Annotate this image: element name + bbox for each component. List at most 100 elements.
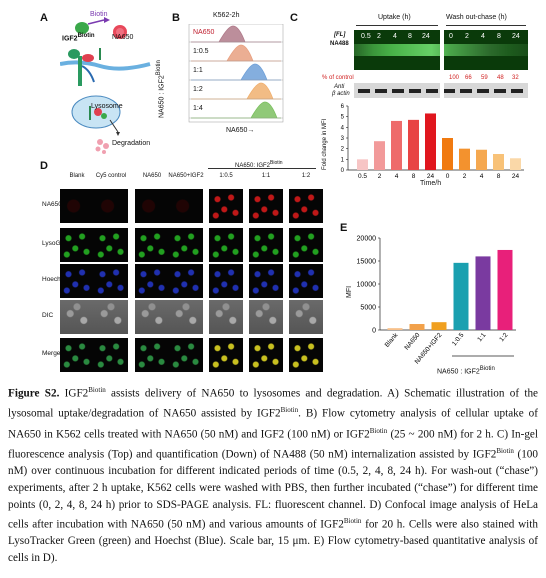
panel-c-xlabel: Time/h — [420, 180, 442, 187]
histogram-label-2: 1:0.5 — [193, 48, 209, 55]
e-ytick-0: 0 — [372, 328, 376, 335]
panel-d-label: D — [40, 160, 48, 172]
micrograph-5-7 — [289, 338, 323, 372]
histogram-label-5: 1:4 — [193, 105, 203, 112]
c-ytick-5: 5 — [341, 115, 345, 121]
micrograph-2-1 — [60, 228, 94, 262]
histogram-4 — [191, 82, 281, 100]
micrograph-5-4 — [169, 338, 203, 372]
na650-label: NA650 — [112, 34, 134, 41]
micrograph-2-6 — [249, 228, 283, 262]
micrograph-5-3 — [135, 338, 169, 372]
panel-b-label: B — [172, 12, 180, 24]
d-col-label-2: Cy5 control — [95, 173, 127, 179]
c-ytick-1: 1 — [341, 157, 345, 163]
micrograph-2-5 — [209, 228, 243, 262]
panel-b-title: K562-2h — [213, 12, 240, 19]
e-xtick-2: NA650 — [403, 331, 421, 351]
micrograph-1-5 — [209, 189, 243, 223]
washout-header: Wash out-chase (h) — [446, 14, 507, 21]
anti-label: Anti — [334, 84, 345, 90]
e-ytick-1: 5000 — [360, 305, 376, 312]
pct-label: % of control — [322, 75, 354, 81]
c-ytick-4: 4 — [341, 125, 345, 131]
e-bar-3 — [431, 322, 447, 330]
micrograph-4-3 — [135, 300, 169, 334]
gel-lane-label-1: 0.5 — [361, 33, 371, 40]
na650-star-icon — [113, 25, 127, 39]
panel-b-xlabel: NA650→ — [226, 127, 255, 134]
panel-a-label: A — [40, 12, 48, 24]
c-xtick-1: 0.5 — [358, 173, 367, 180]
figure-caption: Figure S2. IGF2Biotin assists delivery o… — [8, 386, 539, 565]
c-xtick-7: 2 — [463, 173, 467, 180]
c-ytick-0: 0 — [341, 168, 345, 174]
c-bar-10 — [510, 158, 521, 170]
c-xtick-4: 8 — [412, 173, 416, 180]
c-bar-7 — [459, 148, 470, 170]
micrograph-1-4 — [169, 189, 203, 223]
membrane-icon — [60, 60, 151, 71]
d-col-label-7: 1:2 — [301, 173, 311, 179]
micrograph-4-4 — [169, 300, 203, 334]
histogram-2 — [191, 44, 281, 62]
c-bar-2 — [374, 141, 385, 170]
panel-b-ylabel: NA650 : IGF2Biotin — [156, 60, 166, 118]
histogram-label-4: 1:2 — [193, 86, 203, 93]
micrograph-3-4 — [169, 264, 203, 298]
c-ytick-6: 6 — [341, 104, 345, 110]
gel-lane-label-10: 24 — [512, 33, 520, 40]
e-bar-1 — [387, 328, 403, 330]
micrograph-3-6 — [249, 264, 283, 298]
micrograph-1-3 — [135, 189, 169, 223]
c-bar-1 — [357, 159, 368, 170]
c-xtick-5: 24 — [427, 173, 435, 180]
panel-c-ylabel: Fold change in MFI — [322, 118, 328, 170]
c-xtick-6: 0 — [446, 173, 450, 180]
d-col-label-5: 1:0.5 — [219, 173, 233, 179]
micrograph-3-1 — [60, 264, 94, 298]
igf2-label: IGF2Biotin — [62, 33, 95, 43]
d-row-label-1: NA650 — [42, 201, 62, 208]
panel-e-ylabel: MFI — [346, 285, 353, 298]
gel-image — [354, 30, 528, 70]
c-ytick-3: 3 — [341, 136, 345, 142]
micrograph-3-3 — [135, 264, 169, 298]
c-xtick-2: 2 — [378, 173, 382, 180]
panel-a-schematic — [60, 17, 151, 154]
e-bar-2 — [409, 324, 425, 330]
d-col-label-6: 1:1 — [261, 173, 271, 179]
micrograph-4-5 — [209, 300, 243, 334]
pct-value-4: 48 — [497, 75, 504, 81]
e-xtick-6: 1:2 — [498, 331, 509, 343]
e-xtick-5: 1:1 — [476, 331, 487, 343]
micrograph-5-6 — [249, 338, 283, 372]
e-bar-5 — [475, 256, 491, 330]
c-xtick-10: 24 — [512, 173, 520, 180]
igf2-blob-icon — [75, 22, 89, 34]
gel-lane-label-3: 4 — [393, 33, 397, 40]
pct-value-3: 59 — [481, 75, 488, 81]
uptake-header: Uptake (h) — [378, 14, 411, 21]
degradation-fragments-icon — [95, 139, 109, 154]
e-ytick-2: 10000 — [357, 282, 377, 289]
micrograph-3-2 — [94, 264, 128, 298]
panel-e-label: E — [340, 222, 348, 234]
gel-lane-label-2: 2 — [377, 33, 381, 40]
bactin-label: β actin — [332, 91, 350, 97]
gel-lane-label-4: 8 — [408, 33, 412, 40]
receptor-icon — [78, 56, 82, 86]
e-ytick-4: 20000 — [357, 236, 377, 243]
biotin-label: Biotin — [90, 11, 108, 18]
d-col-label-1: Blank — [69, 173, 85, 179]
micrograph-1-1 — [60, 189, 94, 223]
degradation-label: Degradation — [112, 140, 151, 147]
flow-histograms — [188, 24, 284, 123]
e-xtick-4: 1:0.5 — [451, 332, 466, 348]
histogram-label-3: 1:1 — [193, 67, 203, 74]
panel-e-group-label: NA650 : IGF2Biotin — [437, 366, 495, 376]
pct-value-1: 100 — [449, 75, 460, 81]
histogram-3 — [191, 63, 281, 81]
c-ytick-2: 2 — [341, 147, 345, 153]
